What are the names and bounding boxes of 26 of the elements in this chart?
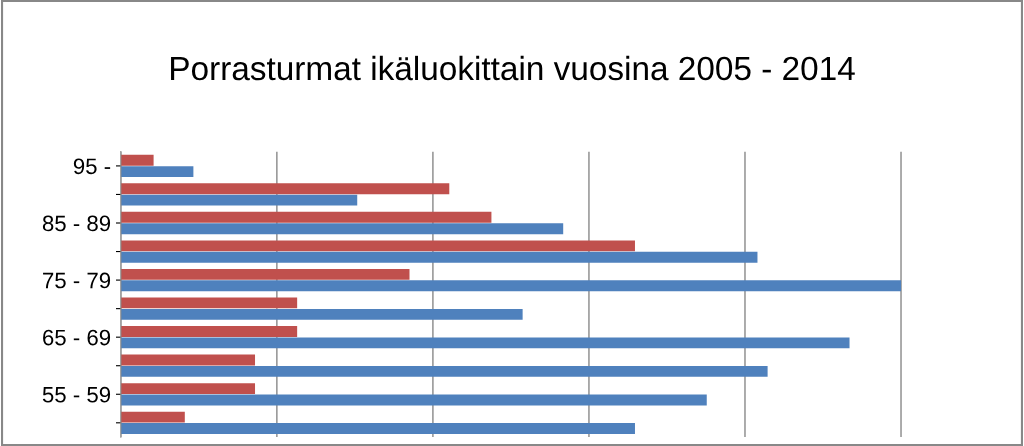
bar: [120, 366, 768, 377]
bar: [120, 268, 410, 280]
y-tick-label: 65 - 69: [43, 329, 111, 346]
bar: [120, 354, 256, 366]
y-tick-label: 85 - 89: [42, 215, 111, 232]
bar: [120, 423, 635, 434]
bar: [120, 297, 298, 309]
y-tick-label: 75 - 79: [43, 272, 111, 289]
bar: [120, 194, 358, 206]
bar: [120, 223, 564, 235]
bar: [120, 183, 450, 195]
bar: [120, 308, 523, 320]
bar: [120, 337, 850, 349]
bar: [120, 251, 758, 263]
bar: [120, 326, 298, 337]
chart-title: Porrasturmat ikäluokittain vuosina 2005 - 2014: [171, 55, 855, 81]
bar: [120, 166, 194, 178]
bar: [120, 411, 185, 423]
bar: [120, 211, 492, 223]
y-tick-label: 95 -: [73, 158, 111, 175]
bar: [120, 383, 256, 394]
bar: [120, 280, 902, 292]
bar: [120, 394, 707, 406]
bar: [120, 240, 635, 252]
bar: [120, 154, 154, 166]
y-tick-label: 55 - 59: [42, 386, 111, 403]
